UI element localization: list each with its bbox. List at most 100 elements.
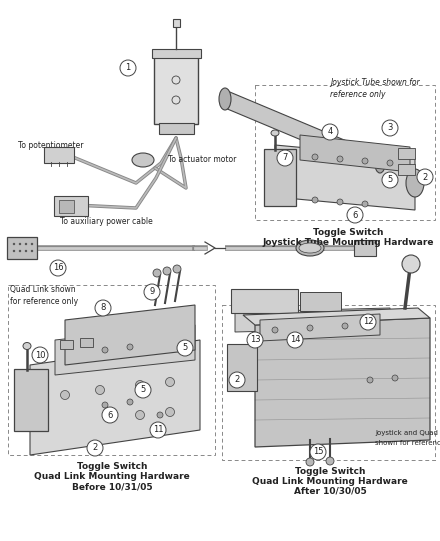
Circle shape (102, 347, 108, 353)
Bar (8, 285, 215, 455)
Circle shape (337, 199, 343, 205)
Circle shape (362, 201, 368, 207)
Circle shape (135, 382, 151, 398)
Circle shape (136, 380, 144, 390)
Circle shape (13, 250, 15, 252)
FancyBboxPatch shape (172, 18, 180, 27)
FancyBboxPatch shape (231, 289, 298, 313)
Bar (255, 85, 435, 220)
Text: 5: 5 (182, 344, 187, 353)
Circle shape (347, 207, 363, 223)
Polygon shape (235, 308, 390, 332)
Circle shape (32, 347, 48, 363)
Polygon shape (30, 340, 200, 455)
Circle shape (150, 422, 166, 438)
Text: 11: 11 (153, 426, 163, 434)
FancyBboxPatch shape (151, 49, 201, 57)
Text: Joystick Tube Mounting Hardware: Joystick Tube Mounting Hardware (262, 238, 434, 247)
Circle shape (25, 250, 27, 252)
Circle shape (173, 265, 181, 273)
FancyBboxPatch shape (300, 292, 341, 311)
Text: 12: 12 (363, 318, 373, 327)
Ellipse shape (219, 88, 231, 110)
Circle shape (360, 314, 376, 330)
Circle shape (387, 160, 393, 166)
FancyBboxPatch shape (54, 196, 88, 216)
FancyBboxPatch shape (354, 240, 376, 256)
Circle shape (95, 300, 111, 316)
Circle shape (342, 323, 348, 329)
Circle shape (157, 412, 163, 418)
Polygon shape (275, 145, 415, 210)
Circle shape (367, 377, 373, 383)
Circle shape (417, 169, 433, 185)
Text: 7: 7 (282, 154, 288, 162)
Text: 9: 9 (149, 287, 154, 296)
FancyBboxPatch shape (59, 340, 73, 348)
FancyBboxPatch shape (59, 200, 73, 213)
Circle shape (102, 402, 108, 408)
Text: After 10/30/05: After 10/30/05 (293, 487, 367, 496)
Ellipse shape (375, 155, 385, 173)
Text: 8: 8 (100, 304, 106, 313)
Circle shape (163, 267, 171, 275)
Circle shape (326, 457, 334, 465)
Circle shape (25, 243, 27, 245)
Text: 5: 5 (140, 386, 146, 394)
Circle shape (60, 391, 70, 399)
Circle shape (307, 325, 313, 331)
Text: Quad Link shown
for reference only: Quad Link shown for reference only (10, 285, 78, 306)
Circle shape (177, 340, 193, 356)
Text: 2: 2 (235, 375, 240, 385)
Circle shape (312, 154, 318, 160)
Circle shape (277, 150, 293, 166)
Text: Joystick and Quad Link: Joystick and Quad Link (375, 430, 440, 436)
Circle shape (19, 250, 21, 252)
Ellipse shape (271, 130, 279, 136)
Text: 10: 10 (35, 351, 45, 360)
Circle shape (19, 243, 21, 245)
Polygon shape (255, 318, 430, 447)
Ellipse shape (299, 243, 321, 253)
Circle shape (272, 327, 278, 333)
Text: 14: 14 (290, 335, 300, 345)
Circle shape (382, 172, 398, 188)
Circle shape (306, 458, 314, 466)
Ellipse shape (296, 240, 324, 256)
Circle shape (87, 440, 103, 456)
FancyBboxPatch shape (227, 344, 257, 391)
Circle shape (392, 375, 398, 381)
FancyBboxPatch shape (80, 338, 92, 346)
Text: 6: 6 (107, 411, 113, 419)
Circle shape (165, 407, 175, 417)
Text: Toggle Switch: Toggle Switch (295, 467, 365, 476)
Text: To auxiliary power cable: To auxiliary power cable (60, 217, 153, 227)
FancyBboxPatch shape (44, 147, 74, 163)
Text: 13: 13 (249, 335, 260, 345)
Text: To actuator motor: To actuator motor (168, 155, 236, 164)
Text: 2: 2 (92, 444, 98, 452)
Text: To potentiometer: To potentiometer (18, 141, 84, 149)
Circle shape (362, 158, 368, 164)
Circle shape (310, 444, 326, 460)
Circle shape (312, 197, 318, 203)
Text: 1: 1 (125, 63, 131, 72)
Circle shape (229, 372, 245, 388)
Text: 3: 3 (387, 123, 392, 133)
Text: shown for reference only: shown for reference only (375, 440, 440, 446)
Text: Before 10/31/05: Before 10/31/05 (72, 482, 152, 491)
Circle shape (402, 255, 420, 273)
Circle shape (50, 260, 66, 276)
Circle shape (102, 407, 118, 423)
Circle shape (337, 156, 343, 162)
Ellipse shape (406, 169, 424, 197)
Text: 2: 2 (422, 173, 428, 181)
Ellipse shape (23, 342, 31, 349)
Text: Quad Link Mounting Hardware: Quad Link Mounting Hardware (252, 477, 408, 486)
Circle shape (153, 269, 161, 277)
Polygon shape (225, 90, 380, 173)
Circle shape (322, 124, 338, 140)
FancyBboxPatch shape (7, 237, 37, 259)
Circle shape (136, 411, 144, 419)
Polygon shape (243, 308, 430, 325)
